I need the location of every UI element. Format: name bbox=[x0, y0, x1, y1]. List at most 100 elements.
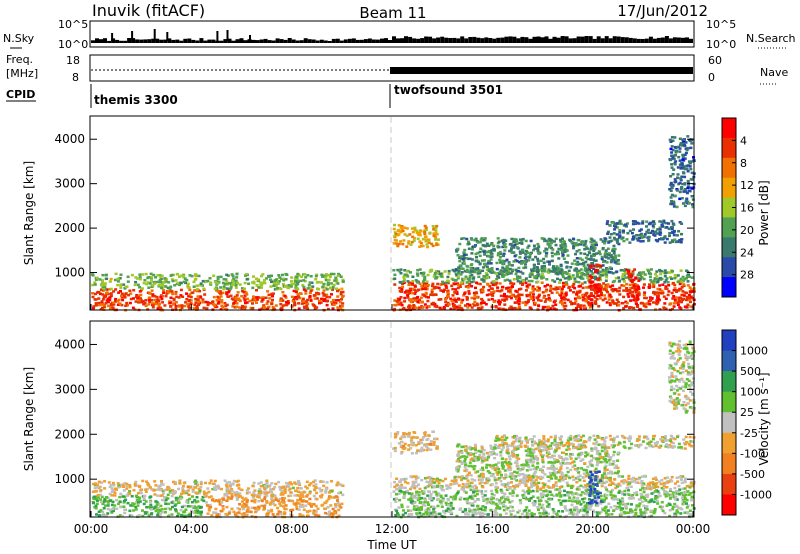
heatmap-cell bbox=[582, 264, 586, 268]
heatmap-cell bbox=[432, 232, 436, 235]
heatmap-cell bbox=[593, 243, 597, 246]
heatmap-cell bbox=[538, 268, 542, 272]
heatmap-cell bbox=[148, 282, 152, 285]
heatmap-cell bbox=[496, 286, 500, 289]
heatmap-cell bbox=[636, 239, 640, 242]
heatmap-cell bbox=[549, 287, 553, 290]
heatmap-cell bbox=[609, 260, 613, 264]
heatmap-cell bbox=[405, 245, 409, 248]
heatmap-cell bbox=[265, 499, 269, 503]
heatmap-cell bbox=[468, 277, 472, 280]
heatmap-cell bbox=[466, 286, 470, 289]
heatmap-cell bbox=[500, 272, 504, 275]
nsky-bar bbox=[564, 36, 569, 43]
heatmap-cell bbox=[240, 306, 244, 310]
heatmap-cell bbox=[613, 302, 616, 305]
heatmap-cell bbox=[562, 298, 566, 301]
heatmap-cell bbox=[678, 282, 682, 285]
heatmap-cell bbox=[274, 482, 278, 486]
heatmap-cell bbox=[123, 508, 127, 511]
heatmap-cell bbox=[668, 514, 672, 518]
heatmap-cell bbox=[545, 278, 549, 281]
heatmap-cell bbox=[281, 493, 285, 496]
heatmap-cell bbox=[502, 252, 506, 256]
heatmap-cell bbox=[299, 491, 303, 494]
heatmap-cell bbox=[306, 298, 310, 302]
heatmap-cell bbox=[413, 285, 417, 288]
heatmap-cell bbox=[198, 295, 202, 298]
heatmap-cell bbox=[118, 495, 122, 499]
heatmap-cell bbox=[559, 503, 563, 506]
heatmap-cell bbox=[464, 275, 468, 278]
heatmap-cell bbox=[625, 287, 629, 290]
heatmap-cell bbox=[515, 494, 519, 497]
heatmap-cell bbox=[626, 222, 629, 225]
heatmap-cell bbox=[409, 300, 413, 304]
heatmap-cell bbox=[492, 249, 496, 252]
heatmap-cell bbox=[453, 297, 457, 300]
heatmap-cell bbox=[521, 283, 524, 286]
heatmap-cell bbox=[520, 242, 524, 245]
heatmap-cell bbox=[290, 280, 293, 283]
heatmap-cell bbox=[251, 496, 255, 499]
heatmap-cell bbox=[198, 506, 202, 509]
heatmap-cell bbox=[677, 298, 681, 302]
heatmap-cell bbox=[654, 495, 658, 498]
nsky-bar bbox=[388, 40, 392, 43]
heatmap-cell bbox=[297, 490, 301, 494]
heatmap-cell bbox=[458, 242, 462, 246]
heatmap-cell bbox=[615, 239, 619, 243]
heatmap-cell bbox=[638, 236, 642, 240]
heatmap-cell bbox=[418, 282, 422, 285]
heatmap-cell bbox=[281, 496, 285, 500]
heatmap-cell bbox=[408, 307, 412, 310]
heatmap-cell bbox=[312, 480, 316, 484]
heatmap-cell bbox=[612, 252, 616, 255]
heatmap-cell bbox=[515, 242, 519, 246]
heatmap-cell bbox=[574, 300, 578, 303]
nsky-bar bbox=[135, 39, 140, 43]
nsky-bar bbox=[335, 38, 340, 43]
heatmap-cell bbox=[669, 181, 673, 185]
heatmap-cell bbox=[220, 501, 224, 504]
heatmap-cell bbox=[409, 509, 413, 512]
heatmap-cell bbox=[515, 297, 518, 301]
heatmap-cell bbox=[263, 495, 267, 499]
heatmap-cell bbox=[637, 222, 641, 225]
heatmap-cell bbox=[639, 240, 643, 243]
heatmap-cell bbox=[544, 290, 548, 293]
heatmap-cell bbox=[164, 294, 168, 298]
heatmap-cell bbox=[239, 495, 242, 498]
heatmap-cell bbox=[524, 255, 528, 259]
y-tick-label: 4000 bbox=[54, 132, 85, 146]
heatmap-cell bbox=[149, 272, 153, 276]
heatmap-cell bbox=[617, 236, 621, 239]
heatmap-cell bbox=[97, 514, 101, 517]
heatmap-cell bbox=[686, 186, 690, 190]
heatmap-cell bbox=[514, 290, 518, 293]
heatmap-cell bbox=[227, 512, 231, 515]
heatmap-cell bbox=[225, 292, 229, 295]
heatmap-cell bbox=[103, 305, 107, 309]
heatmap-cell bbox=[574, 492, 578, 495]
heatmap-cell bbox=[299, 498, 303, 502]
heatmap-cell bbox=[445, 509, 448, 512]
heatmap-cell bbox=[207, 507, 211, 511]
heatmap-cell bbox=[592, 239, 596, 243]
heatmap-cell bbox=[418, 231, 422, 235]
heatmap-cell bbox=[551, 508, 555, 511]
heatmap-cell bbox=[594, 291, 598, 295]
heatmap-cell bbox=[144, 500, 148, 503]
heatmap-cell bbox=[685, 306, 689, 309]
heatmap-cell bbox=[681, 290, 685, 293]
heatmap-cell bbox=[495, 267, 499, 271]
heatmap-cell bbox=[397, 303, 401, 306]
heatmap-cell bbox=[325, 303, 329, 307]
heatmap-cell bbox=[213, 280, 217, 284]
heatmap-cell bbox=[499, 261, 503, 264]
heatmap-cell bbox=[174, 279, 178, 282]
heatmap-cell bbox=[179, 508, 183, 512]
heatmap-cell bbox=[641, 239, 645, 243]
heatmap-cell bbox=[257, 489, 261, 493]
heatmap-cell bbox=[291, 486, 295, 490]
